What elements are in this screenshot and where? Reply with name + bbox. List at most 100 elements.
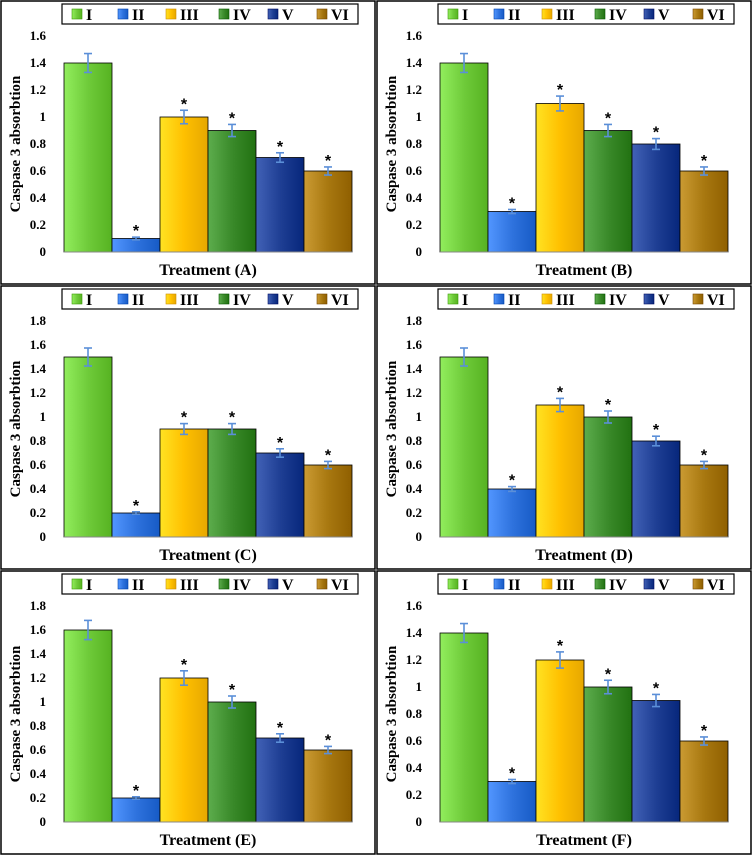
legend-box [61, 3, 359, 25]
y-tick-label: 0.8 [30, 433, 47, 448]
bar-VI [679, 740, 729, 823]
bar-IV [207, 428, 257, 538]
y-tick-label: 1.2 [30, 385, 46, 400]
legend-swatch-V [643, 8, 655, 20]
significance-star-II: * [509, 473, 516, 490]
y-tick-label: 0.8 [30, 718, 47, 733]
legend-label-VI: VI [707, 7, 725, 24]
legend-swatch-II [117, 8, 129, 20]
bar-III [159, 116, 209, 253]
significance-star-III: * [181, 657, 188, 674]
significance-star-IV: * [229, 682, 236, 699]
y-tick-label: 0 [40, 529, 47, 544]
y-tick-label: 1.8 [30, 598, 47, 613]
bar-II [487, 781, 537, 823]
chart-panel-f: I II III IV V VI00.20.40.60.811.21.41.6Caspas… [376, 570, 752, 855]
y-tick-label: 0.6 [30, 457, 47, 472]
y-axis-label: Caspase 3 absorbtion [8, 360, 24, 497]
legend-box [437, 288, 735, 310]
bar-V [631, 143, 681, 253]
y-tick-label: 1.6 [406, 598, 423, 613]
legend-label-III: III [180, 7, 199, 24]
y-tick-label: 0.2 [406, 505, 422, 520]
y-tick-label: 1 [416, 679, 423, 694]
significance-star-V: * [277, 139, 284, 156]
bar-V [255, 157, 305, 253]
legend-label-V: V [282, 577, 294, 594]
y-tick-label: 0.4 [406, 190, 423, 205]
y-tick-label: 0.2 [30, 505, 46, 520]
y-tick-label: 0.6 [406, 457, 423, 472]
legend-box [437, 3, 735, 25]
x-axis-label: Treatment (B) [536, 262, 633, 279]
y-tick-label: 0.4 [406, 760, 423, 775]
legend-swatch-II [493, 8, 505, 20]
significance-star-VI: * [701, 153, 708, 170]
y-tick-label: 1.6 [30, 28, 47, 43]
legend-swatch-III [541, 578, 553, 590]
y-tick-label: 0 [40, 244, 47, 259]
significance-star-VI: * [701, 723, 708, 740]
bar-VI [303, 464, 353, 538]
legend-swatch-II [493, 578, 505, 590]
chart-panel-d: I II III IV V VI00.20.40.60.811.21.41.61.8Cas… [376, 285, 752, 570]
legend-swatch-IV [218, 8, 230, 20]
y-tick-label: 0.6 [30, 742, 47, 757]
y-axis-label: Caspase 3 absorbtion [384, 360, 400, 497]
bar-V [631, 440, 681, 538]
y-tick-label: 1.6 [406, 28, 423, 43]
y-tick-label: 0.2 [30, 217, 46, 232]
y-axis-label: Caspase 3 absorbtion [384, 75, 400, 212]
y-tick-label: 0.6 [406, 163, 423, 178]
legend-label-II: II [132, 7, 144, 24]
legend-label-V: V [658, 7, 670, 24]
bar-II [487, 211, 537, 253]
significance-star-II: * [133, 783, 140, 800]
y-axis-label: Caspase 3 absorbtion [8, 645, 24, 782]
y-tick-label: 0.6 [406, 733, 423, 748]
significance-star-III: * [181, 96, 188, 113]
legend-swatch-I [71, 578, 83, 590]
legend-label-I: I [462, 292, 468, 309]
y-tick-label: 1 [416, 109, 423, 124]
bar-VI [303, 749, 353, 823]
legend-swatch-III [541, 8, 553, 20]
y-tick-label: 0.4 [406, 481, 423, 496]
y-tick-label: 0.4 [30, 766, 47, 781]
x-axis-label: Treatment (F) [536, 832, 632, 849]
legend-label-III: III [556, 7, 575, 24]
legend-swatch-VI [316, 578, 328, 590]
bar-IV [583, 416, 633, 538]
legend-swatch-I [71, 8, 83, 20]
legend-swatch-V [267, 8, 279, 20]
legend-label-I: I [86, 577, 92, 594]
bar-III [159, 677, 209, 823]
legend-label-I: I [86, 7, 92, 24]
bar-I [439, 356, 489, 538]
y-tick-label: 1.2 [406, 82, 422, 97]
bar-I [63, 62, 113, 253]
bar-IV [207, 130, 257, 253]
y-tick-label: 0 [416, 244, 423, 259]
legend-label-II: II [508, 292, 520, 309]
y-tick-label: 1.2 [406, 385, 422, 400]
significance-star-II: * [509, 195, 516, 212]
legend-swatch-I [447, 293, 459, 305]
legend-swatch-V [643, 578, 655, 590]
legend-swatch-I [71, 293, 83, 305]
significance-star-IV: * [605, 666, 612, 683]
bar-I [63, 356, 113, 538]
legend-label-VI: VI [707, 292, 725, 309]
significance-star-III: * [557, 638, 564, 655]
legend-label-IV: IV [609, 577, 627, 594]
significance-star-IV: * [605, 397, 612, 414]
x-axis-label: Treatment (D) [535, 547, 633, 564]
significance-star-V: * [653, 680, 660, 697]
significance-star-IV: * [229, 110, 236, 127]
legend-label-I: I [86, 292, 92, 309]
legend-label-II: II [508, 577, 520, 594]
significance-star-V: * [277, 720, 284, 737]
y-tick-label: 0 [40, 814, 47, 829]
legend-swatch-II [117, 578, 129, 590]
legend-swatch-IV [594, 293, 606, 305]
